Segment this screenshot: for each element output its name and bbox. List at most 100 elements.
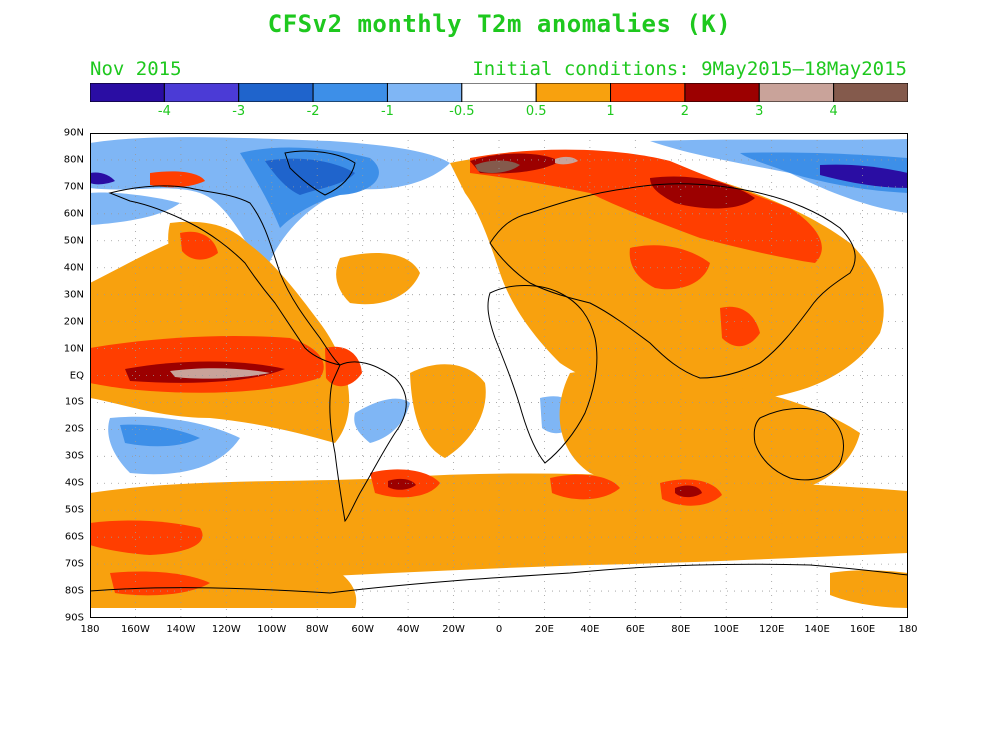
coastline-greenland xyxy=(284,150,356,196)
latitude-label: 30S xyxy=(64,450,84,462)
colorbar-swatch xyxy=(238,83,314,102)
cold-anomaly-east-siberia-core xyxy=(820,164,908,188)
longitude-label: 160E xyxy=(849,624,876,635)
longitude-label: 160W xyxy=(120,624,150,635)
anomaly-fields xyxy=(90,137,908,608)
longitude-label: 180 xyxy=(898,624,918,635)
coastline-antarctica xyxy=(90,563,908,594)
latitude-label: EQ xyxy=(69,370,84,381)
latitude-label: 20N xyxy=(63,316,84,328)
colorbar-swatch xyxy=(312,83,388,102)
longitude-label: 20W xyxy=(442,624,465,635)
latitude-label: 90N xyxy=(63,127,84,139)
latitude-label: 80N xyxy=(63,154,84,166)
coastline-south-america xyxy=(329,361,407,523)
colorbar-label: -3 xyxy=(232,104,246,119)
warm-anomaly-indian-south xyxy=(700,487,820,528)
colorbar-swatch xyxy=(610,83,686,102)
latitude-label: 70S xyxy=(64,558,84,570)
cold-anomaly-greenland-core xyxy=(265,158,355,195)
longitude-label: 80W xyxy=(305,624,329,635)
warm-anomaly-atlantic-south xyxy=(410,364,486,458)
longitude-label: 40E xyxy=(580,624,600,635)
warm-anomaly-antarctic-red xyxy=(110,571,210,596)
latitude-label: 30N xyxy=(63,289,84,301)
longitude-label: 60W xyxy=(351,624,374,635)
map-title: CFSv2 monthly T2m anomalies (K) xyxy=(267,10,732,38)
latitude-label: 10N xyxy=(63,343,84,355)
latitude-label: 20S xyxy=(64,423,84,435)
colorbar-label: -0.5 xyxy=(449,104,475,119)
longitude-label: 20E xyxy=(534,624,554,635)
longitude-label: 100E xyxy=(713,624,739,635)
coastlines xyxy=(90,150,908,594)
latitude-label: 40S xyxy=(64,477,84,489)
colorbar-label: 2 xyxy=(680,104,690,119)
initial-conditions: Initial conditions: 9May2015–18May2015 xyxy=(472,58,907,80)
longitude-label: 60E xyxy=(625,624,645,635)
warm-anomaly-south-indian-darkred xyxy=(675,485,702,498)
latitude-label: 10S xyxy=(64,396,84,408)
cold-anomaly-north-pacific xyxy=(90,192,180,225)
warm-anomaly-antarctic xyxy=(90,559,357,608)
colorbar-swatch xyxy=(163,83,240,102)
longitude-label: 140E xyxy=(804,624,830,635)
warm-anomaly-siberia-red xyxy=(470,149,822,263)
warm-anomaly-se-asia-red xyxy=(720,306,760,347)
warm-anomaly-antarctic-east xyxy=(830,570,908,608)
colorbar-swatch xyxy=(90,83,165,102)
coastline-australia xyxy=(753,408,844,481)
warm-anomaly-siberia-darkred xyxy=(650,176,755,209)
map-frame xyxy=(90,133,908,618)
latitude-label: 50S xyxy=(64,504,84,516)
colorbar-label: -1 xyxy=(380,104,394,119)
anomaly-map xyxy=(90,133,908,618)
warm-anomaly-south-america-red xyxy=(325,346,362,387)
colorbar-label: -4 xyxy=(157,104,171,119)
colorbar-swatch xyxy=(833,83,908,102)
longitude-label: 120E xyxy=(758,624,785,635)
colorbar-label: 3 xyxy=(755,104,764,119)
latitude-label: 80S xyxy=(64,585,84,597)
colorbar-label: 4 xyxy=(829,104,838,119)
latitude-label: 90S xyxy=(64,612,84,624)
warm-anomaly-nw-pacific-red xyxy=(150,171,205,188)
longitude-label: 140W xyxy=(166,624,196,635)
colorbar-swatch xyxy=(386,83,463,102)
warm-anomaly-arctic-core xyxy=(475,160,520,173)
cold-anomaly-south-pacific-core xyxy=(120,424,200,447)
cold-anomaly-west-edge xyxy=(90,172,115,185)
cold-anomaly-south-america xyxy=(354,398,410,443)
colorbar-swatch xyxy=(758,83,835,102)
colorbar-swatch xyxy=(684,83,760,102)
coastline-europe-asia xyxy=(489,183,856,379)
latitude-label: 70N xyxy=(63,181,84,193)
warm-anomaly-enso-core xyxy=(170,368,270,379)
longitude-label: 180 xyxy=(80,624,100,635)
colorbar xyxy=(90,83,908,102)
longitude-label: 120W xyxy=(211,624,241,635)
latitude-label: 60N xyxy=(63,208,84,220)
longitude-label: 0 xyxy=(495,624,503,635)
longitude-label: 100W xyxy=(257,624,287,635)
colorbar-label: -2 xyxy=(306,104,320,119)
warm-anomaly-south-atlantic-darkred xyxy=(388,478,416,490)
latitude-label: 60S xyxy=(64,531,84,543)
warm-anomaly-arctic-core-2 xyxy=(555,156,578,165)
longitude-label: 40W xyxy=(396,624,420,635)
colorbar-swatch xyxy=(461,83,537,102)
warm-anomaly-central-asia-red xyxy=(629,245,710,290)
coastline-africa xyxy=(487,285,598,464)
warm-anomaly-south-indian-red xyxy=(550,474,620,500)
warm-anomaly-south-pacific-red xyxy=(90,520,203,555)
latitude-label: 50N xyxy=(63,235,84,247)
forecast-month: Nov 2015 xyxy=(90,58,182,80)
colorbar-label: 1 xyxy=(606,104,615,119)
longitude-label: 80E xyxy=(671,624,691,635)
latitude-label: 40N xyxy=(63,262,84,274)
warm-anomaly-canada-red xyxy=(180,231,218,260)
colorbar-swatch xyxy=(535,83,612,102)
colorbar-label: 0.5 xyxy=(525,104,547,119)
warm-anomaly-indian-ocean xyxy=(559,368,860,500)
warm-anomaly-atlantic-north xyxy=(336,253,420,305)
